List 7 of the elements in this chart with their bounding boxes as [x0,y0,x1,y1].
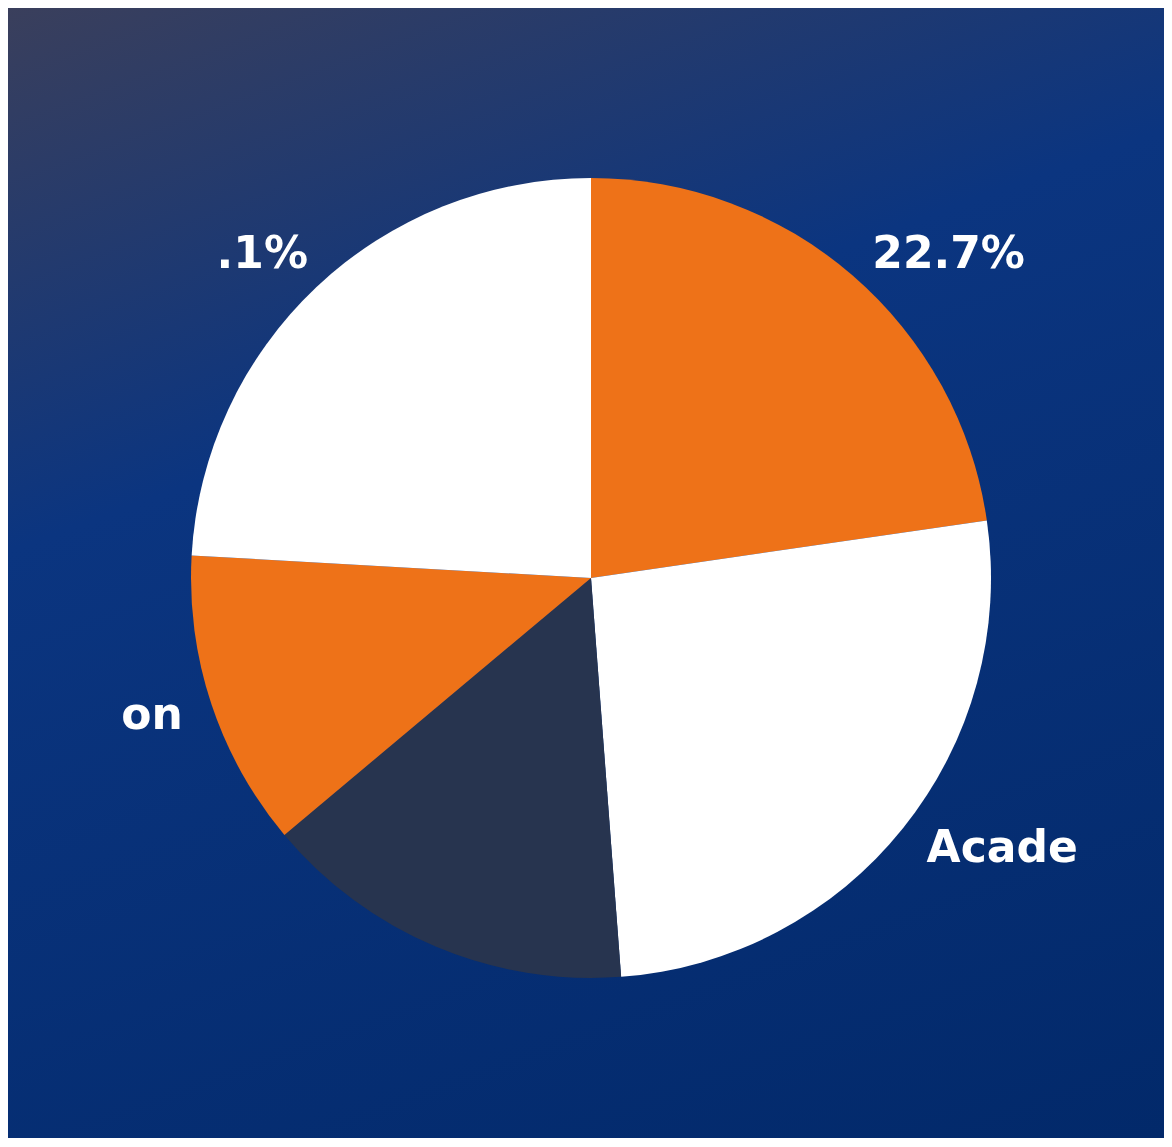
data-label: 22.7% [872,227,1025,279]
pie-slice [191,178,591,578]
pie-slice [284,578,622,978]
text: .1% [216,227,308,278]
pie-slice [191,555,591,835]
slice-label: Acade [926,821,1078,873]
slice-label: on [121,687,183,739]
